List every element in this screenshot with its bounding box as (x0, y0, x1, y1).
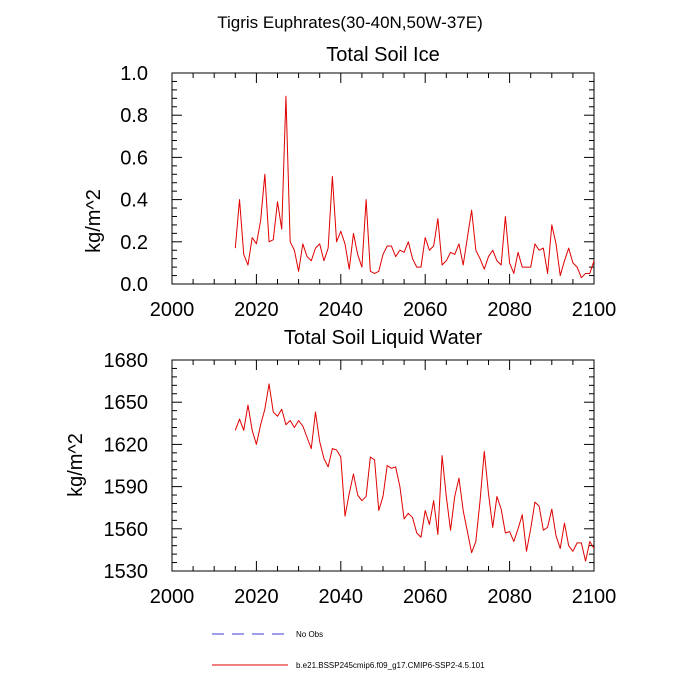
y-axis-label: kg/m^2 (83, 189, 105, 253)
y-tick-label: 1620 (104, 434, 149, 456)
panel-title: Total Soil Liquid Water (284, 327, 483, 349)
y-tick-label: 1650 (104, 392, 149, 414)
figure-title: Tigris Euphrates(30-40N,50W-37E) (217, 13, 483, 32)
x-tick-label: 2000 (150, 299, 195, 321)
legend-label-model: b.e21.BSSP245cmip6.f09_g17.CMIP6-SSP2-4.… (296, 661, 485, 670)
plot-frame (171, 359, 595, 572)
x-tick-label: 2040 (319, 586, 364, 608)
x-tick-label: 2020 (234, 299, 279, 321)
x-tick-label: 2100 (572, 586, 617, 608)
y-tick-label: 0.8 (120, 105, 148, 127)
x-tick-label: 2020 (234, 586, 279, 608)
y-tick-label: 0.2 (120, 232, 148, 254)
y-axis-label: kg/m^2 (65, 433, 87, 497)
y-tick-label: 1680 (104, 350, 149, 372)
x-tick-label: 2100 (572, 299, 617, 321)
y-tick-label: 0.4 (120, 190, 148, 212)
x-tick-label: 2000 (150, 586, 195, 608)
series-line (234, 95, 595, 279)
legend: No Obs b.e21.BSSP245cmip6.f09_g17.CMIP6-… (212, 630, 485, 670)
x-tick-label: 2080 (487, 586, 532, 608)
y-tick-label: 0.6 (120, 147, 148, 169)
soil-ice-panel: Total Soil Ice kg/m^2 2000 2020 2040 2060 20… (83, 44, 616, 321)
series-line (234, 383, 595, 562)
y-tick-label: 1.0 (120, 63, 148, 85)
x-tick-label: 2040 (319, 299, 364, 321)
soil-liquid-water-panel: Total Soil Liquid Water kg/m^2 2000 2020 2… (65, 327, 616, 608)
plot-frame (171, 72, 595, 285)
x-tick-label: 2060 (403, 299, 448, 321)
x-tick-label: 2080 (487, 299, 532, 321)
y-tick-label: 1590 (104, 477, 149, 499)
legend-label-no-obs: No Obs (296, 630, 323, 639)
y-tick-label: 0.0 (120, 274, 148, 296)
panel-title: Total Soil Ice (326, 44, 439, 66)
y-tick-label: 1530 (104, 561, 149, 583)
y-tick-label: 1560 (104, 519, 149, 541)
x-tick-label: 2060 (403, 586, 448, 608)
